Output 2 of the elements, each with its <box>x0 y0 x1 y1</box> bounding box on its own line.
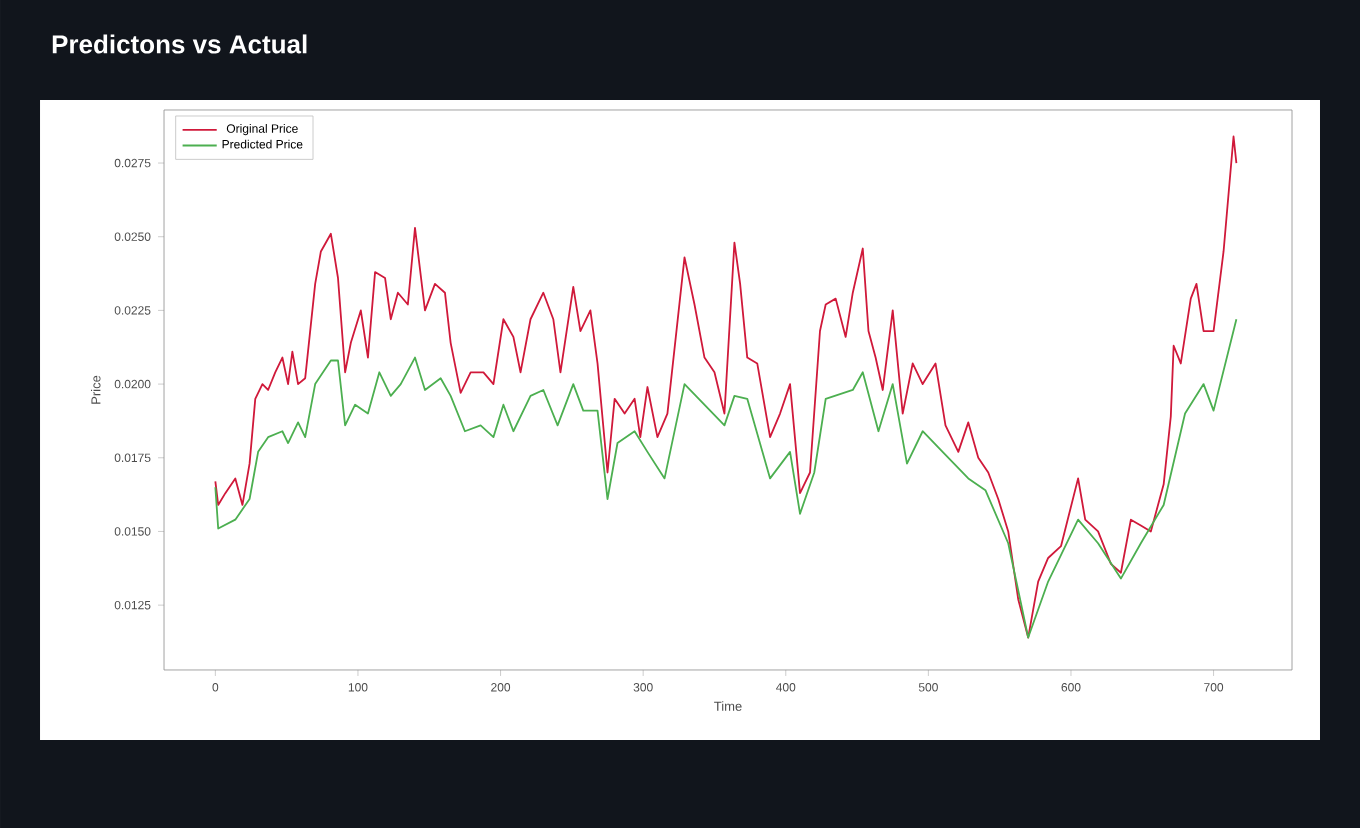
line-series <box>214 135 1238 639</box>
chart-title: Predictons vs Actual <box>52 34 307 54</box>
